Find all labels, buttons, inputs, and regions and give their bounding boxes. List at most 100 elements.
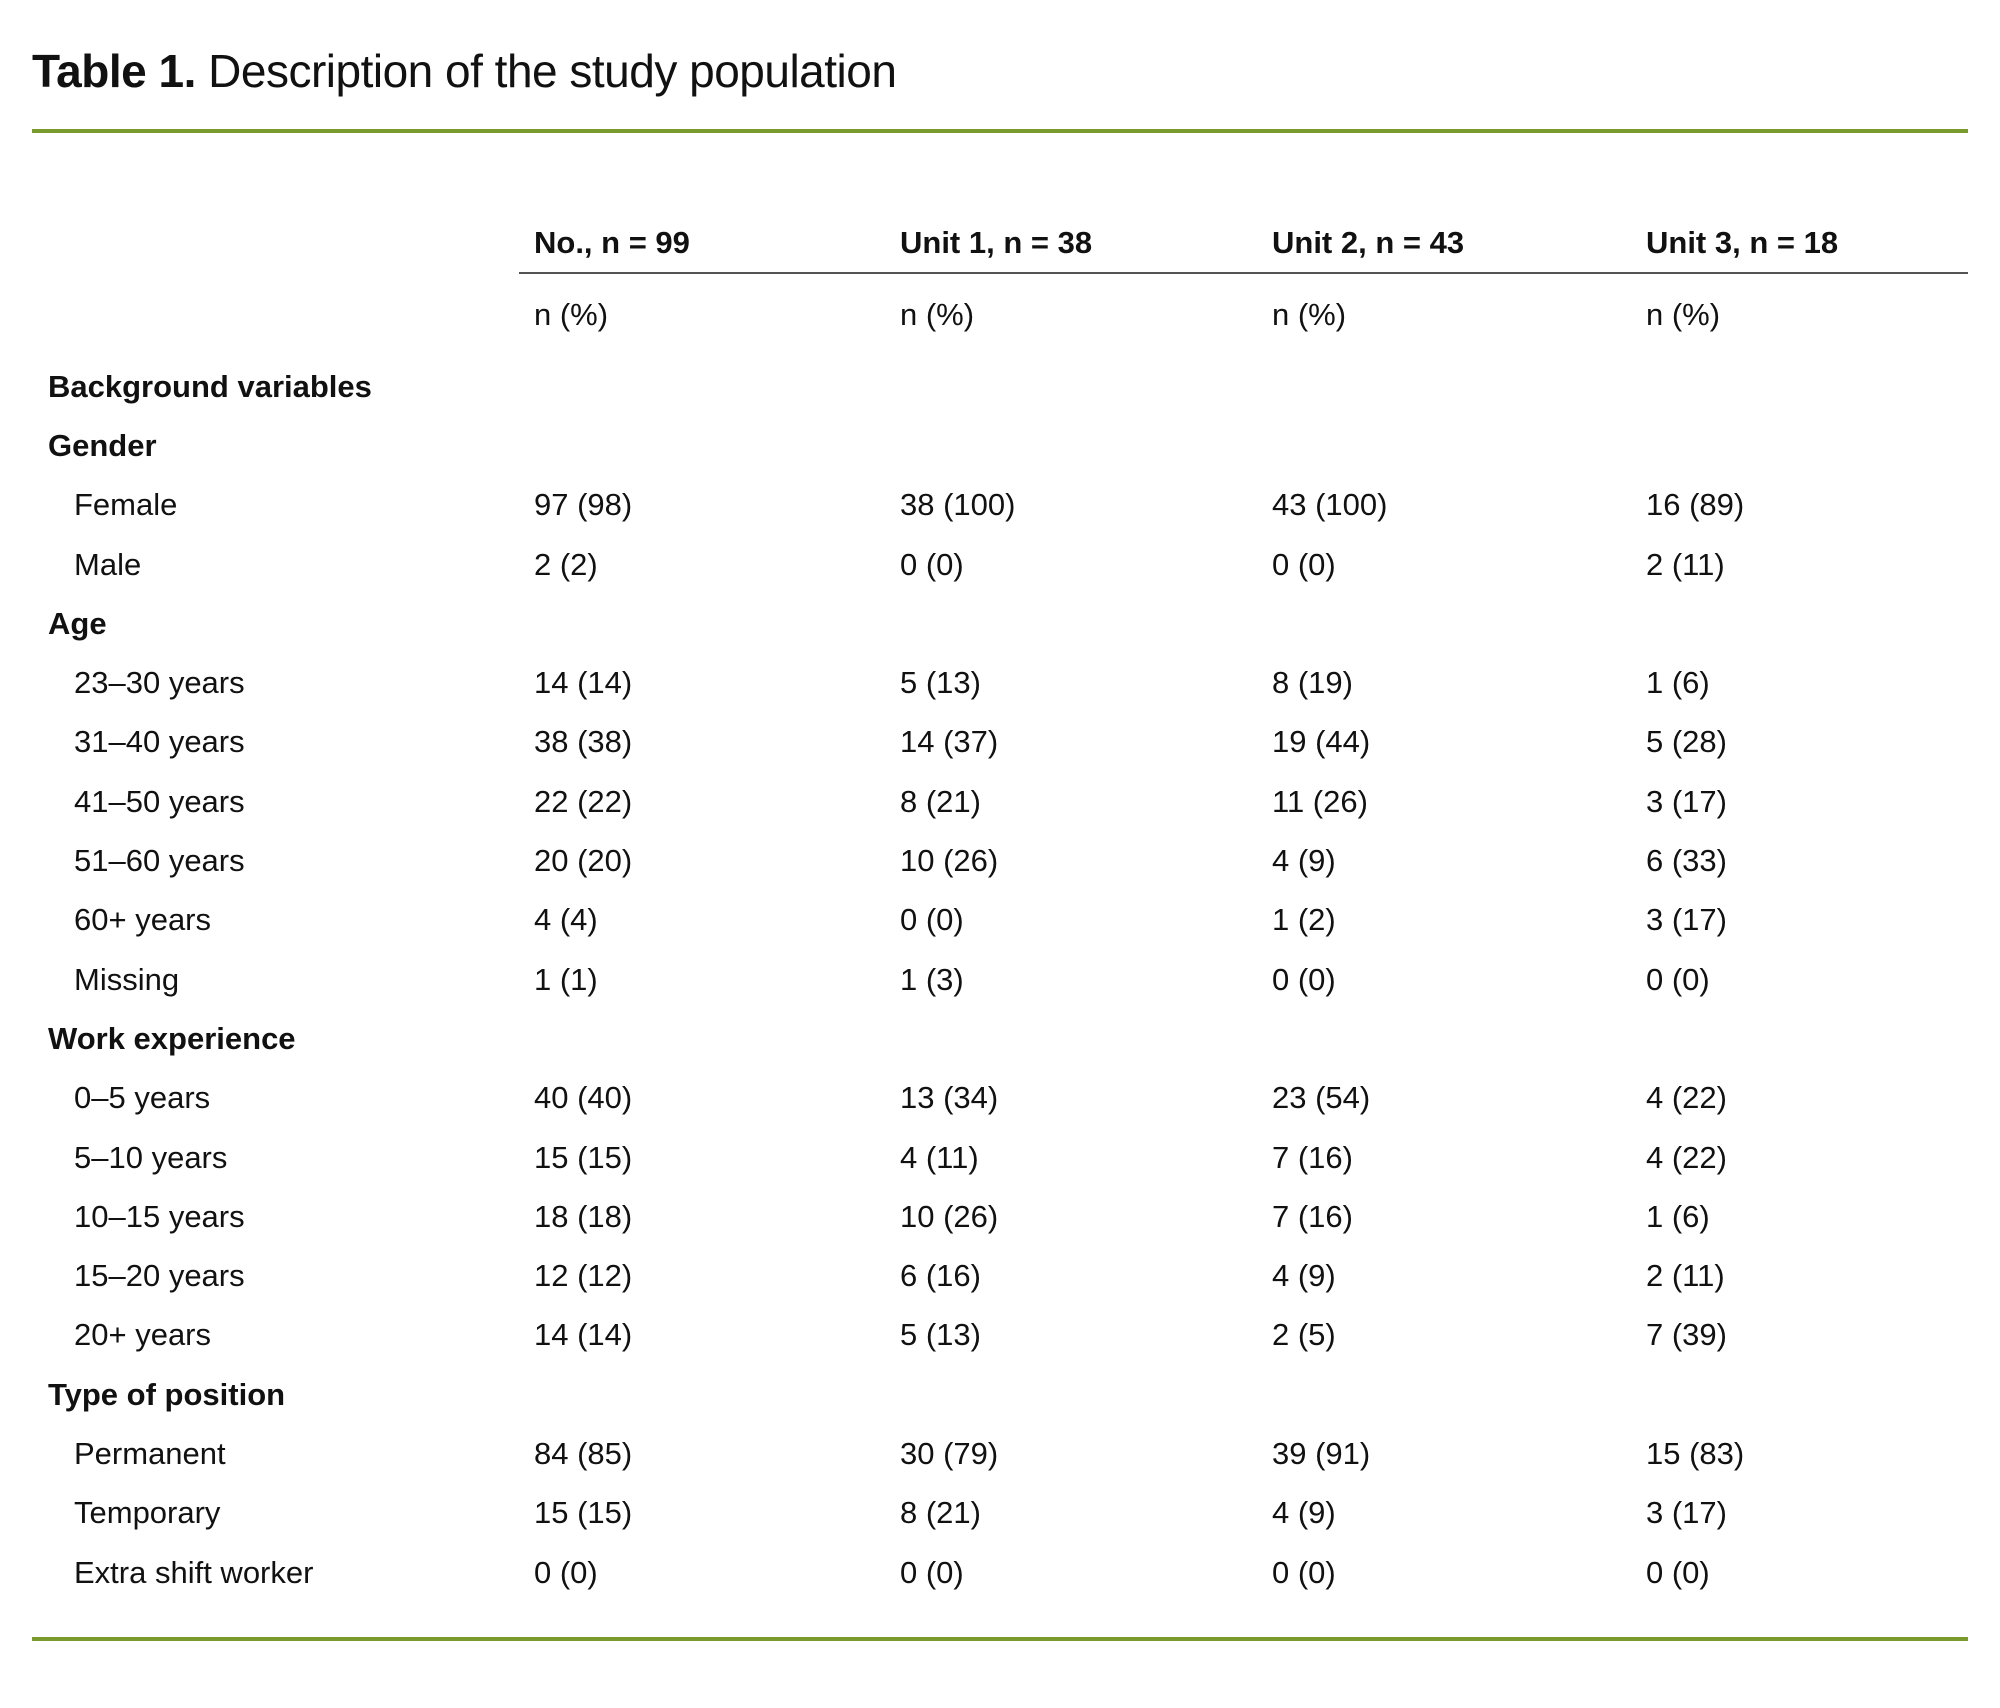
cell-value: 43 (100) <box>1272 487 1388 523</box>
cell-value: 2 (11) <box>1646 1258 1725 1294</box>
table-row: Extra shift worker 0 (0) 0 (0) 0 (0) 0 (0) <box>0 1543 2000 1602</box>
row-label: 23–30 years <box>74 665 245 701</box>
row-label: Work experience <box>48 1020 296 1056</box>
table-row: Temporary 15 (15) 8 (21) 4 (9) 3 (17) <box>0 1484 2000 1543</box>
cell-value <box>534 1009 900 1068</box>
cell-value: 0 (0) <box>1272 546 1336 582</box>
row-label: 5–10 years <box>74 1139 228 1175</box>
cell-value: 0 (0) <box>1272 1554 1336 1590</box>
cell-value: 1 (6) <box>1646 665 1710 701</box>
cell-value: 39 (91) <box>1272 1435 1371 1471</box>
cell-value: 4 (22) <box>1646 1139 1727 1175</box>
cell-value: 15 (83) <box>1646 1435 1745 1471</box>
row-label: 15–20 years <box>74 1258 245 1294</box>
cell-value: 19 (44) <box>1272 724 1371 760</box>
cell-value: 2 (2) <box>534 546 598 582</box>
column-header: Unit 1, n = 38 <box>900 225 1093 260</box>
row-label: Background variables <box>48 368 372 404</box>
cell-value <box>900 1009 1272 1068</box>
unit-label: n (%) <box>534 297 609 332</box>
cell-value: 15 (15) <box>534 1139 633 1175</box>
cell-value: 3 (17) <box>1646 902 1727 938</box>
table-row: 23–30 years 14 (14) 5 (13) 8 (19) 1 (6) <box>0 653 2000 712</box>
cell-value: 0 (0) <box>900 902 964 938</box>
cell-value: 2 (11) <box>1646 546 1725 582</box>
cell-value: 1 (6) <box>1646 1198 1710 1234</box>
header-rule <box>519 272 1968 274</box>
cell-value <box>1646 1365 2000 1424</box>
row-label: 51–60 years <box>74 843 245 879</box>
cell-value: 0 (0) <box>900 546 964 582</box>
unit-label: n (%) <box>900 297 975 332</box>
cell-value: 0 (0) <box>1646 1554 1710 1590</box>
cell-value: 8 (19) <box>1272 665 1353 701</box>
cell-value: 4 (9) <box>1272 1495 1336 1531</box>
cell-value: 38 (38) <box>534 724 633 760</box>
cell-value: 15 (15) <box>534 1495 633 1531</box>
cell-value: 38 (100) <box>900 487 1016 523</box>
cell-value <box>1646 594 2000 653</box>
cell-value <box>534 1365 900 1424</box>
cell-value: 8 (21) <box>900 783 981 819</box>
cell-value <box>1646 357 2000 416</box>
cell-value: 14 (14) <box>534 1317 633 1353</box>
unit-label: n (%) <box>1646 297 1721 332</box>
cell-value <box>1646 416 2000 475</box>
subheader-row: n (%) n (%) n (%) n (%) <box>0 273 2000 357</box>
table-row: 10–15 years 18 (18) 10 (26) 7 (16) 1 (6) <box>0 1187 2000 1246</box>
row-label: Female <box>74 487 178 523</box>
row-label: Permanent <box>74 1435 226 1471</box>
data-table: No., n = 99 Unit 1, n = 38 Unit 2, n = 4… <box>0 213 2000 1602</box>
cell-value <box>900 416 1272 475</box>
row-label: Age <box>48 605 107 641</box>
table-row: 31–40 years 38 (38) 14 (37) 19 (44) 5 (28) <box>0 713 2000 772</box>
cell-value: 18 (18) <box>534 1198 633 1234</box>
column-header: Unit 2, n = 43 <box>1272 225 1465 260</box>
cell-value: 10 (26) <box>900 1198 999 1234</box>
cell-value: 12 (12) <box>534 1258 633 1294</box>
row-label: 31–40 years <box>74 724 245 760</box>
cell-value: 7 (39) <box>1646 1317 1727 1353</box>
cell-value <box>1272 1009 1646 1068</box>
table-row: 5–10 years 15 (15) 4 (11) 7 (16) 4 (22) <box>0 1128 2000 1187</box>
cell-value: 4 (22) <box>1646 1080 1727 1116</box>
cell-value <box>1272 1365 1646 1424</box>
table-row: 0–5 years 40 (40) 13 (34) 23 (54) 4 (22) <box>0 1069 2000 1128</box>
table-row: 41–50 years 22 (22) 8 (21) 11 (26) 3 (17) <box>0 772 2000 831</box>
table-row: 51–60 years 20 (20) 10 (26) 4 (9) 6 (33) <box>0 831 2000 890</box>
table-label: Table 1. <box>32 45 196 97</box>
section-row: Gender <box>0 416 2000 475</box>
cell-value: 1 (3) <box>900 961 964 997</box>
cell-value: 7 (16) <box>1272 1198 1353 1234</box>
cell-value: 8 (21) <box>900 1495 981 1531</box>
cell-value: 1 (1) <box>534 961 598 997</box>
cell-value: 3 (17) <box>1646 1495 1727 1531</box>
row-label: 60+ years <box>74 902 212 938</box>
cell-value: 23 (54) <box>1272 1080 1371 1116</box>
table-row: Male 2 (2) 0 (0) 0 (0) 2 (11) <box>0 535 2000 594</box>
section-row: Background variables <box>0 357 2000 416</box>
cell-value: 0 (0) <box>1272 961 1336 997</box>
header-row: No., n = 99 Unit 1, n = 38 Unit 2, n = 4… <box>0 213 2000 273</box>
table-row: Female 97 (98) 38 (100) 43 (100) 16 (89) <box>0 476 2000 535</box>
section-row: Age <box>0 594 2000 653</box>
cell-value: 3 (17) <box>1646 783 1727 819</box>
cell-value: 0 (0) <box>534 1554 598 1590</box>
cell-value <box>1272 416 1646 475</box>
table-row: Missing 1 (1) 1 (3) 0 (0) 0 (0) <box>0 950 2000 1009</box>
cell-value: 5 (28) <box>1646 724 1727 760</box>
cell-value: 5 (13) <box>900 1317 981 1353</box>
cell-value: 0 (0) <box>1646 961 1710 997</box>
row-label: 0–5 years <box>74 1080 211 1116</box>
bottom-rule <box>32 1637 1968 1641</box>
cell-value <box>534 416 900 475</box>
cell-value: 6 (33) <box>1646 843 1727 879</box>
cell-value: 4 (4) <box>534 902 598 938</box>
cell-value: 0 (0) <box>900 1554 964 1590</box>
cell-value <box>900 594 1272 653</box>
cell-value: 30 (79) <box>900 1435 999 1471</box>
cell-value: 97 (98) <box>534 487 633 523</box>
cell-value <box>1272 594 1646 653</box>
column-header: No., n = 99 <box>534 225 690 260</box>
cell-value: 10 (26) <box>900 843 999 879</box>
